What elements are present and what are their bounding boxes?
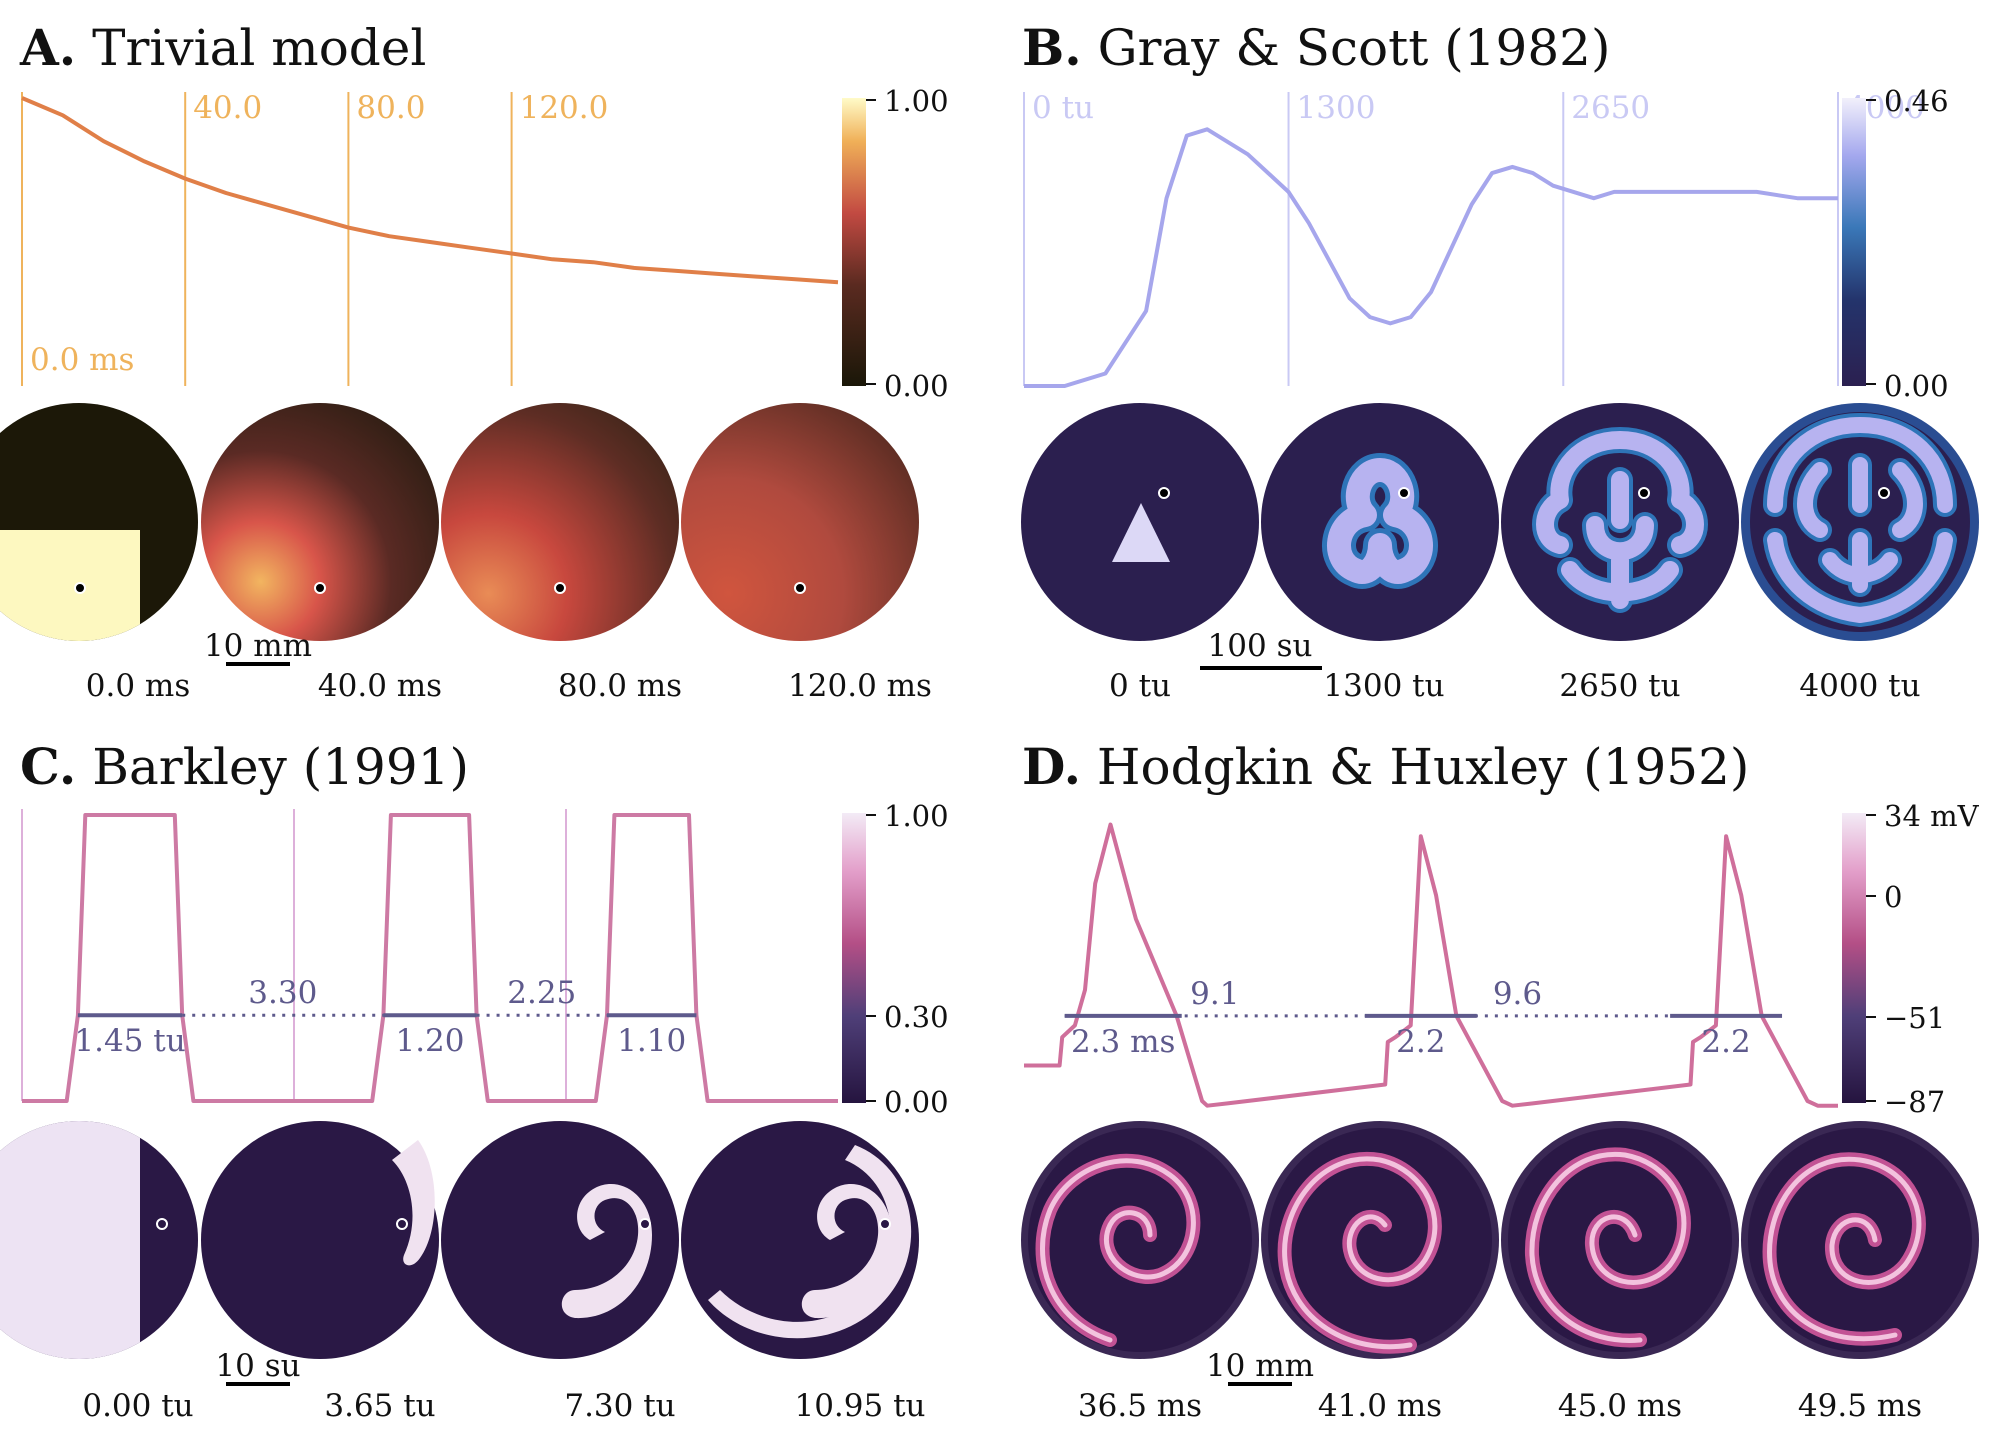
snapshot-caption: 45.0 ms (1558, 1388, 1682, 1424)
snapshot-marker-label: 2650 (1571, 90, 1650, 126)
duration-label: 2.2 (1701, 1024, 1750, 1060)
snapshot-marker-label: 80.0 (356, 90, 425, 126)
snapshot-caption: 1300 tu (1323, 668, 1444, 704)
panel-d-title: D. Hodgkin & Huxley (1952) (1022, 737, 1749, 796)
snapshot-image (201, 1121, 439, 1359)
colorbar-tick: 0.00 (884, 369, 949, 403)
series-line (22, 813, 838, 1103)
snapshot-marker-label: 0.0 ms (30, 342, 134, 378)
snapshot-caption: 120.0 ms (788, 668, 932, 704)
snapshot-caption: 10.95 tu (794, 1388, 925, 1424)
panel-a-colorbar: 1.00 0.00 (842, 84, 949, 403)
colorbar-tick: 1.00 (884, 84, 949, 118)
colorbar-tick: −87 (1884, 1085, 1945, 1119)
snapshot-image (1741, 403, 1979, 641)
snapshot-caption: 0.00 tu (82, 1388, 193, 1424)
colorbar-tick: 0.30 (884, 1000, 949, 1034)
series-line (21, 96, 839, 285)
snapshot-image (201, 403, 439, 641)
scale-bar-label: 100 su (1208, 628, 1313, 664)
snapshot-marker-label: 1300 (1297, 90, 1376, 126)
duration-label: 1.10 (617, 1023, 686, 1059)
colorbar-tick: 0.00 (884, 1085, 949, 1119)
scale-bar-label: 10 mm (1206, 1348, 1314, 1384)
snapshot-caption: 3.65 tu (324, 1388, 435, 1424)
series-line (1024, 127, 1838, 388)
snapshot-caption: 49.5 ms (1798, 1388, 1922, 1424)
panel-a-title: A. Trivial model (19, 18, 426, 77)
snapshot-image (441, 403, 679, 641)
snapshot-image (1741, 1121, 1979, 1359)
panel-c-title: C. Barkley (1991) (20, 737, 469, 796)
colorbar-tick: 34 mV (1884, 799, 1980, 833)
snapshot-image (681, 1121, 919, 1359)
panel-c-timeseries: 1.45 tu 1.20 1.10 3.30 2.25 (21, 809, 838, 1103)
snapshot-caption: 80.0 ms (558, 668, 682, 704)
snapshot-image (0, 1121, 198, 1359)
snapshot-image (1261, 1121, 1499, 1359)
interval-label: 2.25 (507, 975, 576, 1011)
panel-a-snapshots: 0.0 ms 40.0 ms 80.0 ms 120.0 ms 10 mm (0, 403, 932, 704)
panel-b-timeseries: 0 tu 1300 2650 4000 (1023, 90, 1925, 388)
panel-a-timeseries: 0.0 ms 40.0 80.0 120.0 (21, 90, 839, 386)
snapshot-image (441, 1121, 679, 1359)
snapshot-image (1501, 403, 1739, 641)
duration-label: 1.45 tu (74, 1023, 185, 1059)
snapshot-caption: 7.30 tu (564, 1388, 675, 1424)
snapshot-caption: 40.0 ms (318, 668, 442, 704)
snapshot-image (1021, 1121, 1259, 1359)
panel-d-colorbar: 34 mV 0 −51 −87 (1842, 799, 1980, 1119)
colorbar-tick: 1.00 (884, 799, 949, 833)
snapshot-image (1021, 403, 1259, 641)
duration-label: 1.20 (395, 1023, 464, 1059)
panel-b-title: B. Gray & Scott (1982) (1022, 18, 1610, 77)
colorbar-tick: 0.00 (1884, 369, 1949, 403)
snapshot-image (0, 403, 198, 641)
series-line (1024, 822, 1838, 1108)
scale-bar-label: 10 su (215, 1348, 300, 1384)
snapshot-image (1501, 1121, 1739, 1359)
panel-d-timeseries: 2.3 ms 2.2 2.2 9.1 9.6 (1024, 822, 1838, 1108)
snapshot-marker-label: 40.0 (193, 90, 262, 126)
panel-c-colorbar: 1.00 0.30 0.00 (842, 799, 949, 1119)
panel-c-snapshots: 0.00 tu 3.65 tu 7.30 tu 10.95 tu 10 su (0, 1121, 926, 1424)
interval-label: 9.6 (1493, 976, 1542, 1012)
snapshot-caption: 0 tu (1109, 668, 1171, 704)
snapshot-caption: 36.5 ms (1078, 1388, 1202, 1424)
snapshot-image (681, 403, 919, 641)
scale-bar-label: 10 mm (204, 628, 312, 664)
duration-label: 2.3 ms (1071, 1024, 1175, 1060)
snapshot-caption: 4000 tu (1799, 668, 1920, 704)
colorbar-tick: 0.46 (1884, 84, 1949, 118)
interval-label: 3.30 (248, 975, 317, 1011)
panel-d-snapshots: 36.5 ms 41.0 ms 45.0 ms 49.5 ms 10 mm (1021, 1121, 1979, 1424)
snapshot-marker-label: 120.0 (520, 90, 609, 126)
panel-b-snapshots: 0 tu 1300 tu 2650 tu 4000 tu 100 su (1021, 403, 1979, 704)
interval-label: 9.1 (1190, 976, 1239, 1012)
panel-b-colorbar: 0.46 0.00 (1842, 84, 1949, 403)
snapshot-marker-label: 0 tu (1032, 90, 1094, 126)
snapshot-image (1261, 403, 1499, 641)
colorbar-tick: −51 (1884, 1001, 1945, 1035)
colorbar-tick: 0 (1884, 880, 1902, 914)
snapshot-caption: 2650 tu (1559, 668, 1680, 704)
snapshot-caption: 0.0 ms (86, 668, 190, 704)
snapshot-caption: 41.0 ms (1318, 1388, 1442, 1424)
duration-label: 2.2 (1396, 1024, 1445, 1060)
